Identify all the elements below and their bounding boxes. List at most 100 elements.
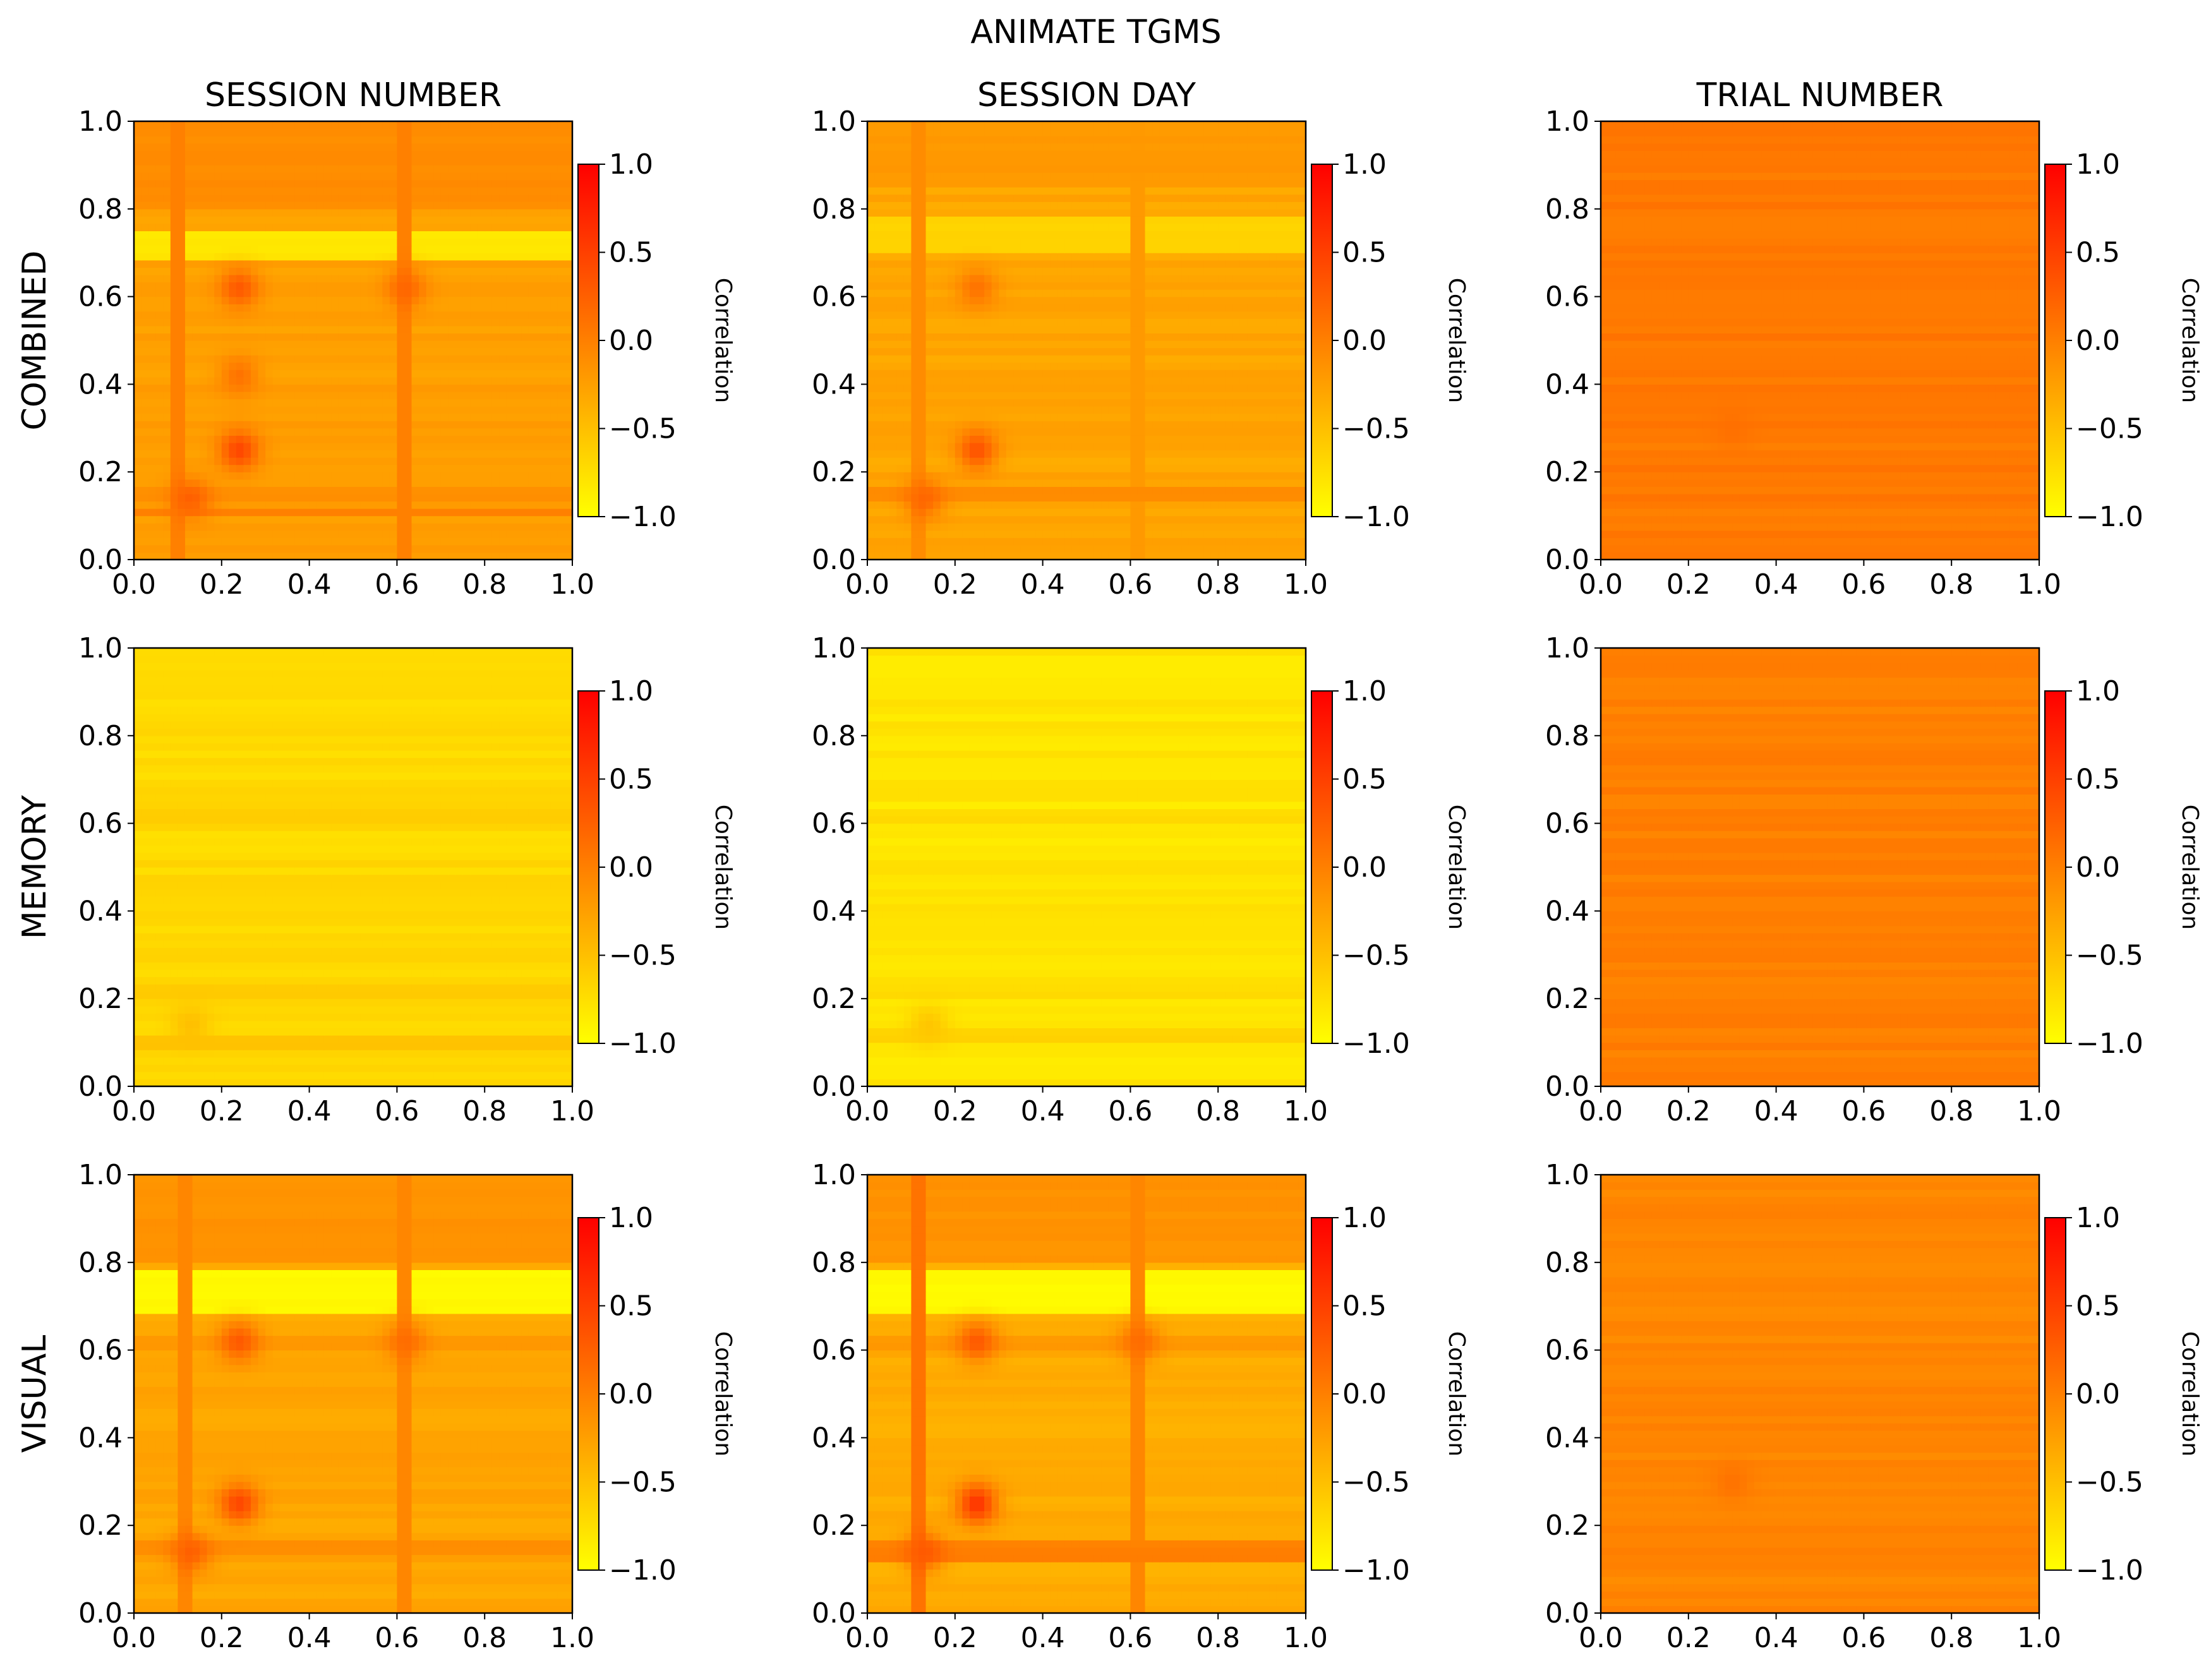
heatmap-cell	[404, 260, 413, 268]
heatmap-cell	[521, 311, 529, 319]
heatmap-cell	[550, 384, 558, 392]
heatmap-cell	[280, 369, 288, 378]
heatmap-cell	[528, 544, 536, 553]
heatmap-cell	[221, 450, 229, 458]
heatmap-cell	[302, 194, 310, 202]
heatmap-cell	[426, 165, 434, 173]
heatmap-cell	[948, 464, 956, 472]
heatmap-cell	[1298, 464, 1306, 472]
heatmap-cell	[272, 399, 280, 407]
heatmap-cell	[287, 260, 296, 268]
heatmap-cell	[389, 523, 397, 531]
heatmap-cell	[1108, 515, 1116, 524]
heatmap-cell	[896, 406, 905, 414]
heatmap-cell	[433, 515, 442, 524]
heatmap-cell	[536, 508, 544, 517]
heatmap-cell	[1218, 442, 1226, 451]
heatmap-cell	[353, 406, 361, 414]
heatmap-cell	[557, 208, 566, 217]
heatmap-cell	[1262, 479, 1270, 487]
heatmap-cell	[134, 267, 142, 275]
heatmap-cell	[1291, 515, 1299, 524]
heatmap-cell	[528, 318, 536, 327]
heatmap-cell	[251, 128, 259, 136]
heatmap-cell	[163, 238, 171, 246]
heatmap-cell	[397, 304, 405, 312]
heatmap-cell	[236, 267, 244, 275]
heatmap-cell	[506, 231, 515, 239]
heatmap-cell	[309, 121, 317, 129]
heatmap-cell	[499, 530, 507, 538]
heatmap-cell	[1291, 413, 1299, 421]
heatmap-cell	[236, 355, 244, 363]
heatmap-cell	[346, 552, 354, 560]
heatmap-cell	[491, 194, 500, 202]
heatmap-cell	[287, 450, 296, 458]
heatmap-cell	[1203, 406, 1212, 414]
heatmap-cell	[550, 128, 558, 136]
heatmap-cell	[207, 150, 215, 159]
heatmap-cell	[514, 274, 522, 283]
heatmap-cell	[360, 333, 368, 341]
heatmap-cell	[221, 523, 229, 531]
heatmap-cell	[499, 347, 507, 356]
heatmap-cell	[1239, 428, 1248, 436]
heatmap-cell	[1181, 508, 1190, 517]
heatmap-cell	[426, 421, 434, 429]
heatmap-cell	[192, 406, 200, 414]
heatmap-cell	[485, 515, 493, 524]
heatmap-cell	[1269, 428, 1277, 436]
heatmap-cell	[903, 457, 912, 465]
heatmap-cell	[933, 537, 941, 546]
heatmap-cell	[141, 340, 149, 349]
heatmap-cell	[477, 472, 485, 480]
heatmap-cell	[1203, 523, 1212, 531]
heatmap-cell	[200, 515, 208, 524]
heatmap-cell	[903, 552, 912, 560]
heatmap-cell	[962, 457, 970, 465]
heatmap-cell	[933, 391, 941, 400]
heatmap-cell	[962, 421, 970, 429]
heatmap-cell	[1210, 421, 1219, 429]
heatmap-cell	[243, 552, 251, 560]
heatmap-cell	[491, 150, 500, 159]
heatmap-cell	[1145, 435, 1153, 443]
heatmap-cell	[426, 333, 434, 341]
heatmap-cell	[1116, 544, 1124, 553]
heatmap-cell	[236, 238, 244, 246]
heatmap-cell	[236, 179, 244, 188]
heatmap-cell	[207, 143, 215, 151]
heatmap-cell	[948, 515, 956, 524]
heatmap-cell	[243, 537, 251, 546]
heatmap-cell	[404, 340, 413, 349]
heatmap-cell	[338, 282, 347, 290]
heatmap-cell	[419, 150, 427, 159]
heatmap-cell	[1284, 450, 1292, 458]
heatmap-cell	[1087, 421, 1095, 429]
heatmap-cell	[1006, 421, 1014, 429]
heatmap-cell	[316, 362, 325, 370]
heatmap-cell	[280, 362, 288, 370]
heatmap-cell	[433, 165, 442, 173]
heatmap-cell	[940, 421, 948, 429]
heatmap-cell	[470, 435, 478, 443]
heatmap-cell	[207, 530, 215, 538]
heatmap-cell	[918, 493, 927, 502]
heatmap-cell	[1203, 530, 1212, 538]
heatmap-cell	[294, 391, 303, 400]
heatmap-cell	[874, 435, 883, 443]
heatmap-cell	[280, 435, 288, 443]
heatmap-cell	[896, 391, 905, 400]
heatmap-cell	[491, 472, 500, 480]
heatmap-cell	[433, 179, 442, 188]
heatmap-cell	[155, 282, 164, 290]
heatmap-cell	[1174, 413, 1182, 421]
heatmap-cell	[867, 501, 876, 509]
heatmap-cell	[178, 231, 186, 239]
heatmap-cell	[962, 515, 970, 524]
heatmap-cell	[485, 523, 493, 531]
heatmap-cell	[918, 508, 927, 517]
heatmap-cell	[991, 501, 999, 509]
heatmap-cell	[448, 457, 456, 465]
heatmap-cell	[338, 231, 347, 239]
